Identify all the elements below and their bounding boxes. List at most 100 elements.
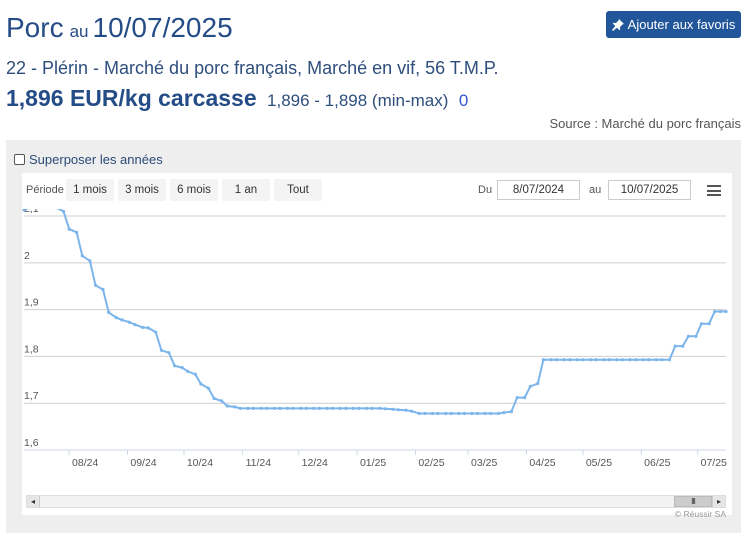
data-point [628,358,632,362]
data-point [575,358,579,362]
chart-menu-icon[interactable] [707,185,721,196]
data-point [383,407,387,411]
data-point [154,330,158,334]
data-point [120,318,124,322]
data-point [483,411,487,416]
data-point [449,411,453,416]
price-count-link[interactable]: 0 [458,91,469,110]
data-point [594,358,598,362]
market-description: 22 - Plérin - Marché du porc français, M… [6,58,499,78]
data-point [225,404,229,408]
chart-panel: Superposer les années Période 1 mois 3 m… [6,140,741,533]
y-tick-label: 1,6 [24,437,39,449]
from-date-input[interactable]: 8/07/2024 [497,180,580,200]
x-tick-label: 02/25 [418,457,444,469]
period-all-button[interactable]: Tout [274,179,322,201]
to-date-input[interactable]: 10/07/2025 [608,180,691,200]
data-point [699,322,704,326]
x-tick-label: 07/25 [701,457,727,469]
data-point [581,358,585,362]
data-point [470,411,474,416]
product-name: Porc [6,12,64,43]
data-point [259,406,263,410]
data-point [220,399,224,403]
from-label: Du [478,184,493,196]
price-main: 1,896 EUR/kg carcasse [6,85,257,111]
data-point [536,381,540,386]
data-point [615,358,619,362]
chart-scrollbar[interactable]: ◂ III ▸ [26,495,726,508]
data-point [713,309,717,314]
price-series-line [23,209,726,415]
x-tick-label: 06/25 [644,457,670,469]
period-1-month-button[interactable]: 1 mois [66,179,114,201]
data-point [212,396,216,401]
price-series-markers [22,209,728,416]
data-point [173,364,177,368]
y-tick-label: 2 [24,250,30,262]
period-3-months-button[interactable]: 3 mois [118,179,166,201]
overlay-years-label: Superposer les années [29,152,163,167]
data-point [476,411,480,416]
x-tick-label: 04/25 [529,457,555,469]
data-point [436,411,440,416]
x-axis: 08/24 09/24 10/24 11/24 12/24 01/25 02/25 03/25… [24,449,727,469]
data-point [404,408,408,412]
scroll-right-button[interactable]: ▸ [712,496,725,507]
date-prefix: au [69,22,89,41]
price-date: 10/07/2025 [92,12,233,43]
data-point [634,358,638,362]
data-point [127,320,131,324]
y-axis: 1,6 1,7 1,8 1,9 2 2,1 [24,209,39,449]
x-tick-label: 01/25 [360,457,386,469]
overlay-years-toggle[interactable]: Superposer les années [14,152,163,167]
data-point [370,406,374,410]
data-point [660,358,664,362]
data-point [107,310,111,314]
data-point [101,287,105,292]
data-point [718,309,723,314]
price-line: 1,896 EUR/kg carcasse 1,896 - 1,898 (min… [6,85,468,112]
overlay-years-checkbox[interactable] [14,154,25,165]
data-point [423,411,427,416]
y-tick-label: 1,7 [24,390,39,402]
data-point [304,406,308,410]
x-tick-label: 12/24 [302,457,328,469]
x-tick-label: 10/24 [187,457,213,469]
data-point [238,406,242,410]
scroll-thumb[interactable]: III [674,496,712,507]
x-tick-label: 03/25 [471,457,497,469]
data-point [141,325,145,329]
data-point [357,406,361,410]
data-point [272,406,276,410]
page-title: Porc au 10/07/2025 [6,12,233,44]
data-point [509,410,513,414]
data-point [22,209,26,212]
data-point [317,406,322,410]
data-point [344,406,348,410]
data-point [562,358,566,362]
data-point [686,334,691,338]
data-point [325,406,329,410]
data-point [673,344,677,348]
data-point [75,230,79,234]
data-point [541,358,546,362]
y-tick-label: 2,1 [24,209,39,215]
period-6-months-button[interactable]: 6 mois [170,179,218,201]
data-point [312,406,316,410]
y-tick-label: 1,8 [24,343,39,355]
add-favorite-button[interactable]: Ajouter aux favoris [606,11,741,38]
data-point [641,358,645,362]
data-point [291,406,295,410]
data-point [620,358,625,362]
data-point [568,358,572,362]
scroll-left-button[interactable]: ◂ [27,496,40,507]
period-label: Période [26,184,64,196]
data-point [647,358,651,362]
x-tick-label: 09/24 [130,457,156,469]
period-1-year-button[interactable]: 1 an [222,179,270,201]
data-point [724,309,728,314]
grid-lines [24,215,726,451]
data-point [364,406,369,410]
data-point [457,411,461,416]
